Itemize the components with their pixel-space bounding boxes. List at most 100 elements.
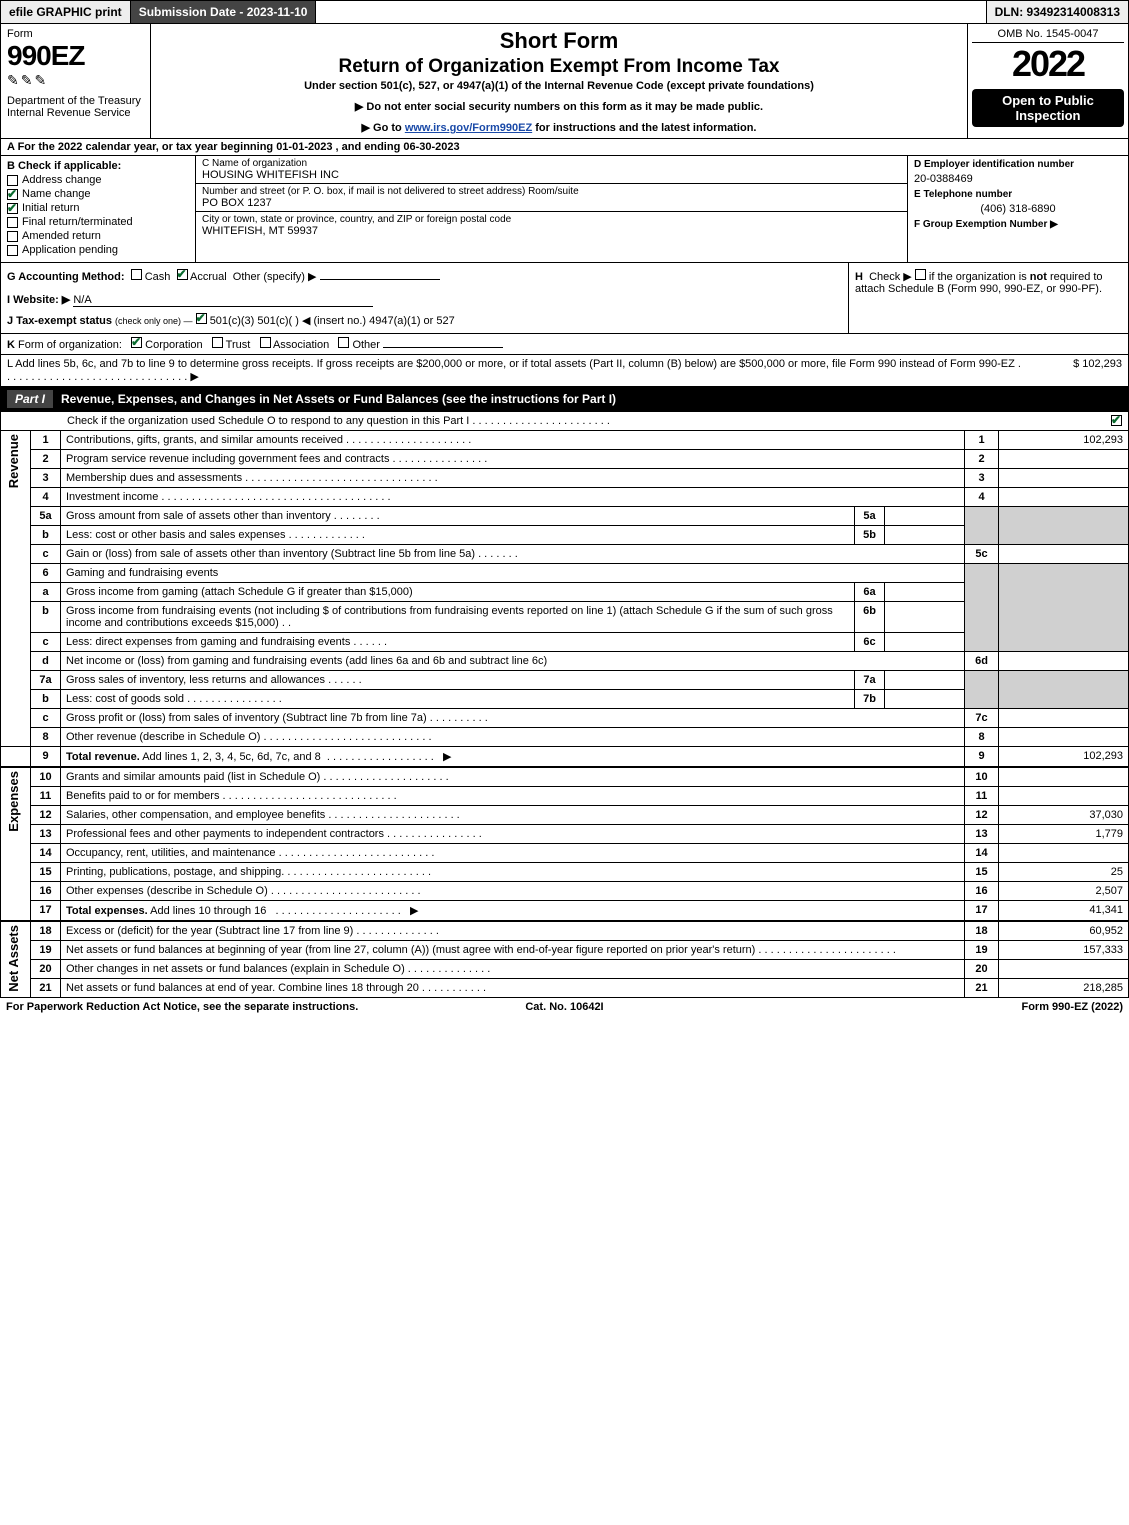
checkbox-icon[interactable] [7,245,18,256]
checkbox-icon[interactable] [260,337,271,348]
chk-label: Application pending [22,244,118,256]
row-i: I Website: ▶ N/A [7,293,842,307]
line-num: d [31,652,61,671]
d-label: D Employer identification number [914,159,1074,170]
line-num: 4 [31,488,61,507]
line-amount [999,787,1129,806]
line-num: 15 [31,863,61,882]
line-desc: Gaming and fundraising events [61,564,965,583]
title-return: Return of Organization Exempt From Incom… [159,56,959,78]
line-ref: 19 [965,941,999,960]
line-num: 11 [31,787,61,806]
line-num: 9 [31,747,61,768]
part1-tag: Part I [7,390,53,408]
shade-cell [965,671,999,709]
line-num: b [31,526,61,545]
expenses-label: Expenses [6,771,21,832]
line-num: c [31,633,61,652]
line-ref: 21 [965,979,999,998]
line-num: 1 [31,431,61,450]
i-label: I Website: ▶ [7,294,70,306]
efile-tab[interactable]: efile GRAPHIC print [1,1,131,23]
form-word: Form [7,28,144,40]
line-ref: 14 [965,844,999,863]
line-num: 21 [31,979,61,998]
checkbox-icon[interactable] [7,203,18,214]
line-desc: Gross income from fundraising events (no… [61,602,855,633]
line-amount: 218,285 [999,979,1129,998]
line-num: 16 [31,882,61,901]
chk-amended-return[interactable]: Amended return [7,230,189,242]
line-amount: 25 [999,863,1129,882]
l-amount: $ 102,293 [1022,358,1122,383]
checkbox-icon[interactable] [177,269,188,280]
chk-final-return[interactable]: Final return/terminated [7,216,189,228]
title-short-form: Short Form [159,28,959,54]
l-text: L Add lines 5b, 6c, and 7b to line 9 to … [7,358,1022,383]
line-desc: Printing, publications, postage, and shi… [61,863,965,882]
line-ref: 15 [965,863,999,882]
addr-value: PO BOX 1237 [202,197,901,209]
line-num: 8 [31,728,61,747]
b-header: B Check if applicable: [7,160,189,172]
part1-title: Revenue, Expenses, and Changes in Net As… [61,392,616,406]
chk-name-change[interactable]: Name change [7,188,189,200]
checkbox-icon[interactable] [338,337,349,348]
line-desc: Membership dues and assessments . . . . … [61,469,965,488]
k-other-input[interactable] [383,347,503,348]
chk-address-change[interactable]: Address change [7,174,189,186]
form-number: 990EZ [7,40,144,72]
shade-cell [999,564,1129,652]
revenue-label: Revenue [6,434,21,488]
line-ref: 18 [965,921,999,941]
part1-header: Part I Revenue, Expenses, and Changes in… [0,387,1129,412]
irs-link[interactable]: www.irs.gov/Form990EZ [405,122,532,134]
line-amount [999,545,1129,564]
line-num: 13 [31,825,61,844]
line-num: 5a [31,507,61,526]
line-amount: 2,507 [999,882,1129,901]
line-num: 20 [31,960,61,979]
line-amount [999,767,1129,787]
shade-cell [965,564,999,652]
line-desc: Salaries, other compensation, and employ… [61,806,965,825]
chk-application-pending[interactable]: Application pending [7,244,189,256]
line-num: 3 [31,469,61,488]
line-ref: 6d [965,652,999,671]
line-ref: 7c [965,709,999,728]
checkbox-icon[interactable] [131,269,142,280]
checkbox-icon[interactable] [7,231,18,242]
checkbox-icon[interactable] [1111,415,1122,426]
line-amount [999,450,1129,469]
line-amount: 41,341 [999,901,1129,922]
checkbox-icon[interactable] [7,175,18,186]
sub-ref: 5a [855,507,885,526]
line-ref: 13 [965,825,999,844]
line-ref: 3 [965,469,999,488]
line-ref: 16 [965,882,999,901]
line-desc: Other revenue (describe in Schedule O) .… [61,728,965,747]
checkbox-icon[interactable] [131,337,142,348]
shade-cell [999,507,1129,545]
line-num: b [31,602,61,633]
line-desc: Less: cost of goods sold . . . . . . . .… [61,690,855,709]
checkbox-icon[interactable] [212,337,223,348]
sub-amount [885,583,965,602]
section-gij: G Accounting Method: Cash Accrual Other … [1,263,848,333]
line-ref: 5c [965,545,999,564]
form-header: Form 990EZ ✎✎✎ Department of the Treasur… [0,24,1129,139]
section-b-left: B Check if applicable: Address change Na… [1,156,196,262]
g-other-input[interactable] [320,279,440,280]
checkbox-icon[interactable] [196,313,207,324]
checkbox-icon[interactable] [915,269,926,280]
line-amount: 157,333 [999,941,1129,960]
checkbox-icon[interactable] [7,189,18,200]
sub-amount [885,526,965,545]
checkbox-icon[interactable] [7,217,18,228]
chk-initial-return[interactable]: Initial return [7,202,189,214]
d-ein: 20-0388469 [914,173,1122,185]
line-num: 17 [31,901,61,922]
department-text: Department of the Treasury Internal Reve… [7,95,144,119]
line-amount [999,652,1129,671]
line-ref: 9 [965,747,999,768]
